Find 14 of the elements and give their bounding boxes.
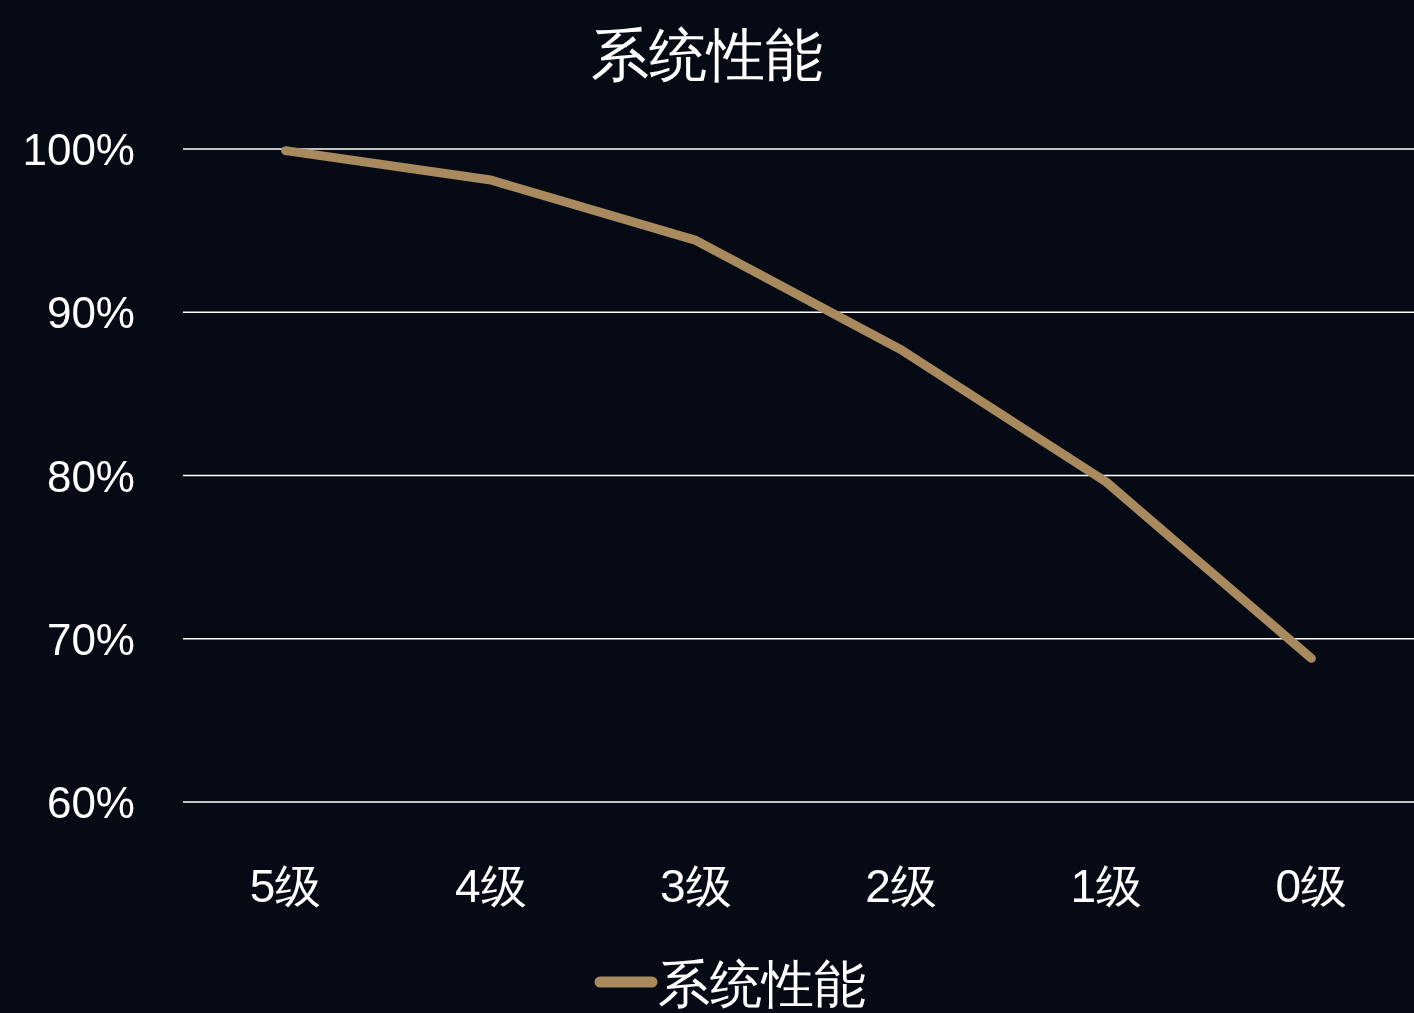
ytick: 80% xyxy=(46,451,135,501)
ytick: 90% xyxy=(46,288,135,338)
x-tick-label: 2级 xyxy=(865,860,937,912)
ytick: 100% xyxy=(22,125,135,174)
legend: 系统性能 xyxy=(594,955,866,1013)
x-tick-label: 0级 xyxy=(1275,860,1348,912)
x-tick-label: 1级 xyxy=(1070,860,1143,912)
ytick: 60% xyxy=(46,778,135,827)
ytick: 70% xyxy=(46,614,135,664)
legend-label: 系统性能 xyxy=(658,955,866,1013)
title: 系统性能 xyxy=(591,22,823,87)
x-tick-label: 5级 xyxy=(249,860,322,912)
x-tick-label: 3级 xyxy=(660,860,732,912)
x-tick-label: 4级 xyxy=(454,860,527,912)
